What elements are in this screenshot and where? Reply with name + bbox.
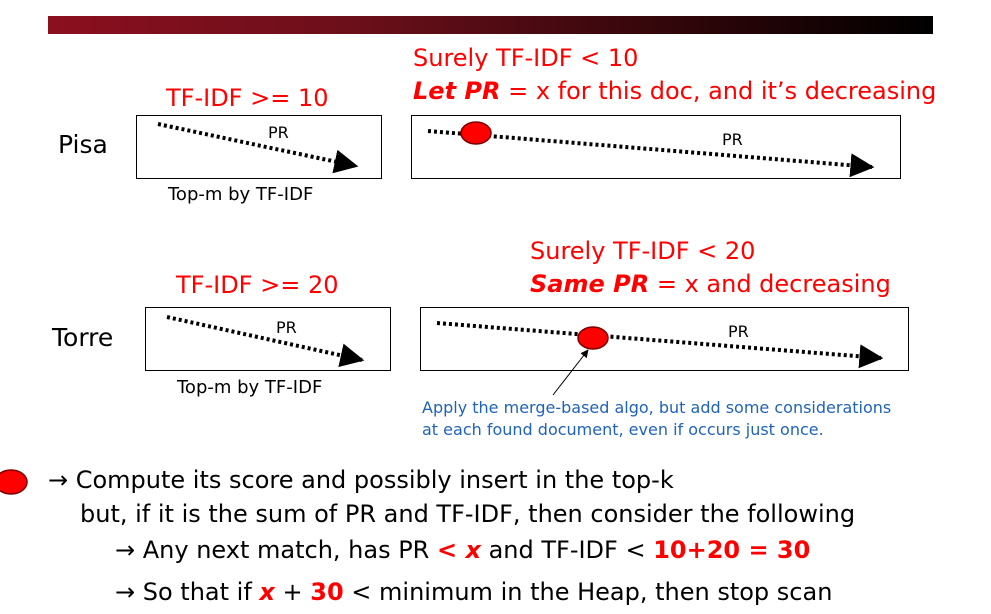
pisa-right-dotted-arrow — [427, 129, 875, 178]
note-pointer-arrow — [552, 349, 589, 396]
pisa-label: Pisa — [58, 130, 108, 159]
pisa-let-pr: Let PR — [413, 77, 501, 105]
pisa-red-dot — [460, 121, 492, 145]
bullet-line-3: → Any next match, has PR < x and TF-IDF … — [115, 536, 810, 564]
legend-red-dot — [0, 469, 28, 495]
merge-note-line-1: Apply the merge-based algo, but add some… — [422, 398, 892, 417]
pisa-right-heading-1: Surely TF-IDF < 10 — [413, 44, 639, 72]
bullet-3-part-a: → Any next match, has PR — [115, 536, 437, 564]
bullet-line-4: → So that if x + 30 < minimum in the Hea… — [115, 578, 832, 606]
bullet-4-rest: < minimum in the Heap, then stop scan — [343, 578, 833, 606]
bullet-3-pr-lt-x: < x — [436, 536, 481, 564]
torre-left-pr-label: PR — [276, 318, 297, 337]
torre-right-heading-2: Same PR = x and decreasing — [530, 270, 891, 298]
bullet-line-2: but, if it is the sum of PR and TF-IDF, … — [80, 500, 856, 528]
torre-right-heading-1: Surely TF-IDF < 20 — [530, 237, 756, 265]
merge-note: Apply the merge-based algo, but add some… — [422, 397, 891, 441]
pisa-caption: Top-m by TF-IDF — [168, 184, 314, 205]
torre-right-heading-rest: = x and decreasing — [649, 270, 891, 298]
bullet-4-plus: + — [274, 578, 311, 606]
pisa-left-heading: TF-IDF >= 10 — [166, 84, 329, 112]
torre-right-dotted-arrow — [436, 321, 884, 369]
bullet-line-1: → Compute its score and possibly insert … — [48, 466, 674, 494]
bullet-4-thirty: 30 — [310, 578, 344, 606]
bullet-4-x: x — [259, 578, 275, 606]
pisa-right-pr-label: PR — [722, 130, 743, 149]
torre-left-dotted-arrow — [166, 315, 365, 368]
merge-note-line-2: at each found document, even if occurs j… — [422, 420, 824, 439]
torre-left-heading: TF-IDF >= 20 — [176, 271, 339, 299]
pisa-right-heading-2: Let PR = x for this doc, and it’s decrea… — [413, 77, 936, 105]
torre-label: Torre — [52, 323, 114, 352]
pisa-left-dotted-arrow — [157, 122, 359, 174]
bullet-4-part-a: → So that if — [115, 578, 260, 606]
title-bar — [48, 16, 933, 34]
torre-same-pr: Same PR — [530, 270, 650, 298]
pisa-rest-box — [411, 115, 901, 179]
pisa-right-heading-rest: = x for this doc, and it’s decreasing — [500, 77, 937, 105]
torre-caption: Top-m by TF-IDF — [177, 377, 323, 398]
torre-right-pr-label: PR — [728, 322, 749, 341]
bullet-3-sum: 10+20 = 30 — [653, 536, 811, 564]
bullet-3-part-c: and TF-IDF < — [480, 536, 654, 564]
pisa-left-pr-label: PR — [268, 123, 289, 142]
torre-red-dot — [577, 326, 609, 350]
